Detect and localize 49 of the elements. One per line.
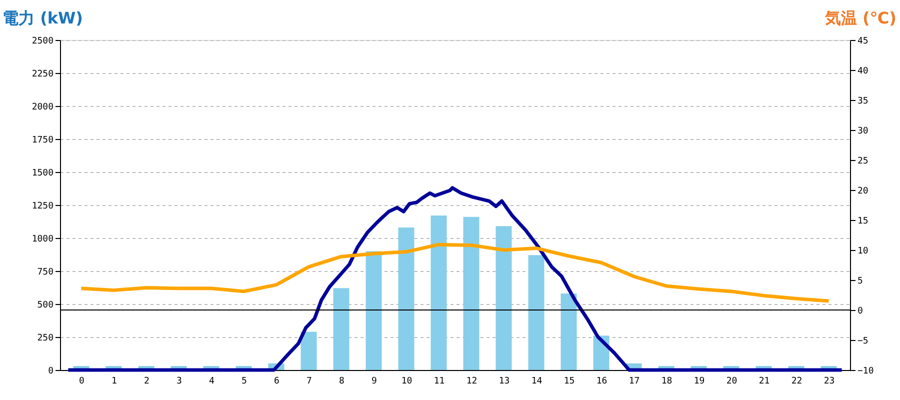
x-tick-label: 14 (531, 376, 542, 386)
y2-tick-label: 5 (858, 276, 863, 286)
y2-tick-label: 10 (858, 246, 868, 256)
y-tick-label: 0 (48, 366, 54, 376)
x-tick-label: 20 (726, 376, 738, 386)
y-tick-label: 250 (37, 334, 54, 344)
x-tick-label: 15 (564, 376, 575, 386)
x-tick-label: 23 (824, 376, 835, 386)
y-axis-title: 電力 (kW) (2, 8, 83, 28)
x-tick-label: 2 (144, 376, 150, 386)
y-tick-label: 1750 (32, 136, 54, 146)
y-tick-label: 750 (37, 268, 54, 278)
y2-tick-label: −5 (858, 336, 868, 346)
y2-axis-title: 気温 (℃) (824, 8, 896, 28)
y-tick-label: 500 (37, 300, 54, 310)
y-tick-label: 2000 (32, 102, 54, 112)
y2-tick-label: 20 (858, 186, 868, 196)
x-tick-label: 0 (79, 376, 84, 386)
y2-tick-label: 40 (858, 66, 868, 76)
y2-tick-label: 45 (858, 36, 868, 46)
y2-tick-label: 30 (858, 126, 868, 136)
x-tick-label: 21 (758, 376, 770, 386)
x-tick-label: 22 (791, 376, 802, 386)
y2-tick-label: 0 (858, 306, 863, 316)
y2-tick-label: 15 (858, 216, 868, 226)
y-tick-label: 2250 (32, 70, 54, 80)
y-tick-label: 1250 (32, 202, 54, 212)
x-tick-label: 3 (176, 376, 182, 386)
x-tick-label: 8 (339, 376, 344, 386)
x-tick-label: 9 (372, 376, 377, 386)
x-tick-label: 5 (242, 376, 247, 386)
x-tick-label: 4 (209, 376, 214, 386)
y-tick-label: 2500 (32, 36, 54, 46)
x-tick-label: 6 (274, 376, 280, 386)
y-tick-label: 1000 (32, 234, 54, 244)
x-tick-label: 19 (694, 376, 705, 386)
x-tick-label: 7 (306, 376, 312, 386)
x-tick-label: 17 (628, 376, 640, 386)
x-tick-label: 11 (434, 376, 445, 386)
y2-tick-label: 35 (858, 96, 868, 106)
x-tick-label: 16 (596, 376, 608, 386)
y2-tick-label: −10 (858, 366, 874, 376)
y-tick-label: 1500 (32, 168, 54, 178)
x-tick-label: 10 (401, 376, 412, 386)
x-tick-label: 12 (466, 376, 478, 386)
x-tick-label: 18 (661, 376, 672, 386)
x-tick-label: 1 (112, 376, 117, 386)
x-tick-label: 13 (498, 376, 510, 386)
y2-tick-label: 25 (858, 156, 868, 166)
